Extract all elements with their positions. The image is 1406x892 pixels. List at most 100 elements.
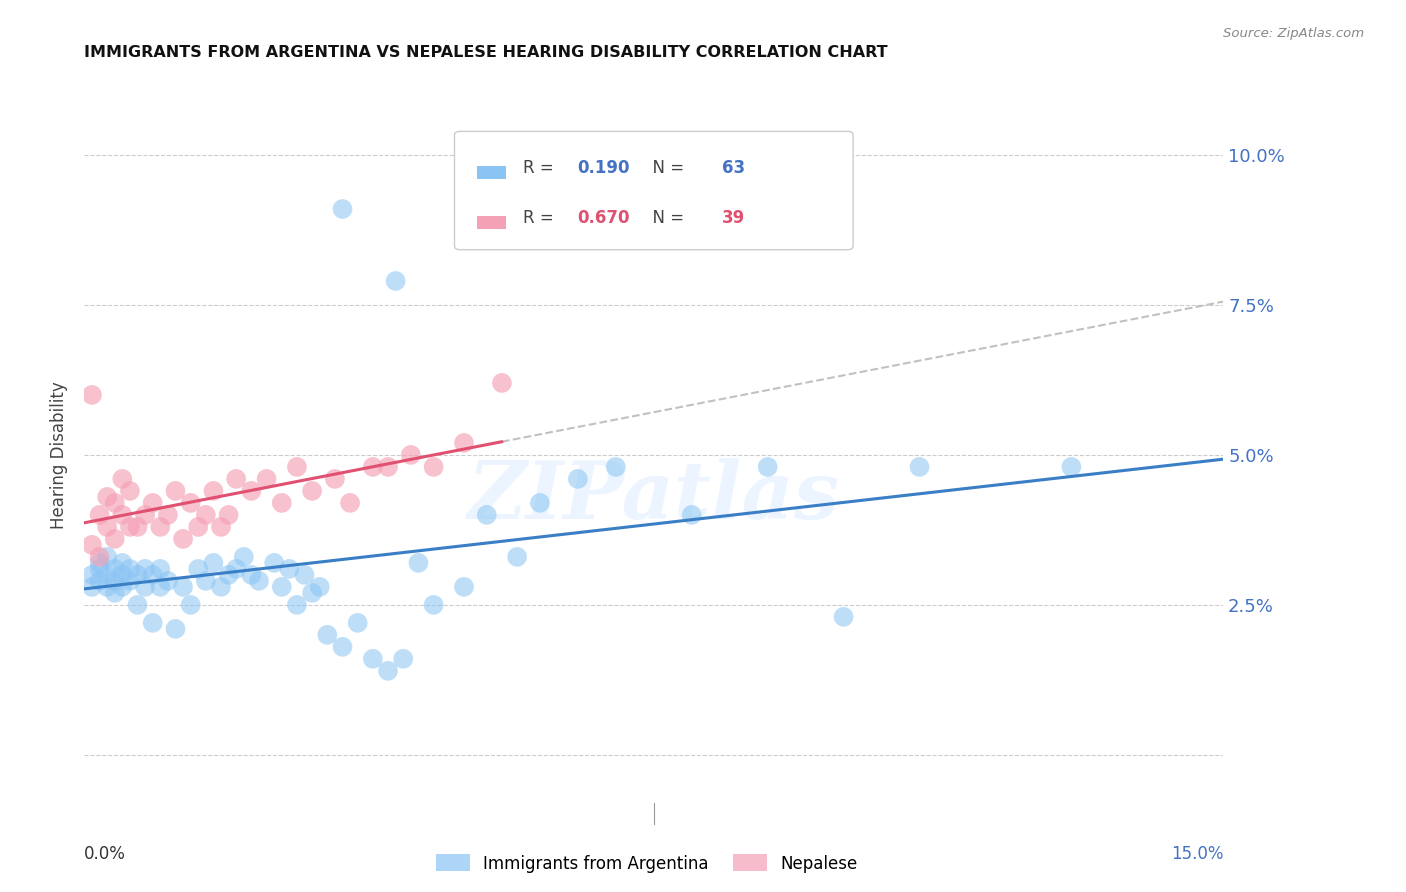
- Text: N =: N =: [643, 210, 690, 227]
- Point: [361, 459, 384, 474]
- Point: [908, 459, 931, 474]
- Point: [209, 520, 232, 534]
- Point: [180, 496, 202, 510]
- Point: [301, 586, 323, 600]
- Point: [180, 598, 202, 612]
- Point: [89, 549, 111, 564]
- Point: [422, 459, 444, 474]
- Point: [104, 532, 127, 546]
- Point: [475, 508, 498, 522]
- Point: [278, 562, 301, 576]
- Point: [156, 508, 179, 522]
- Point: [80, 538, 103, 552]
- Point: [111, 580, 134, 594]
- Text: R =: R =: [523, 159, 558, 178]
- Point: [361, 652, 384, 666]
- Point: [491, 376, 513, 390]
- Point: [104, 496, 127, 510]
- Point: [118, 574, 141, 588]
- Point: [316, 628, 339, 642]
- Point: [422, 598, 444, 612]
- Text: Source: ZipAtlas.com: Source: ZipAtlas.com: [1223, 27, 1364, 40]
- Text: 15.0%: 15.0%: [1171, 845, 1223, 863]
- Point: [111, 556, 134, 570]
- Point: [104, 562, 127, 576]
- Point: [285, 598, 308, 612]
- Text: IMMIGRANTS FROM ARGENTINA VS NEPALESE HEARING DISABILITY CORRELATION CHART: IMMIGRANTS FROM ARGENTINA VS NEPALESE HE…: [84, 45, 889, 60]
- Point: [247, 574, 270, 588]
- Text: N =: N =: [643, 159, 690, 178]
- Point: [187, 562, 209, 576]
- Point: [506, 549, 529, 564]
- Point: [165, 622, 187, 636]
- Point: [134, 562, 156, 576]
- Point: [89, 574, 111, 588]
- Point: [756, 459, 779, 474]
- Point: [332, 640, 354, 654]
- Point: [346, 615, 368, 630]
- Point: [111, 472, 134, 486]
- Text: 0.670: 0.670: [578, 210, 630, 227]
- Point: [240, 567, 263, 582]
- Point: [218, 567, 240, 582]
- Point: [202, 483, 225, 498]
- Point: [104, 586, 127, 600]
- Point: [80, 567, 103, 582]
- Point: [225, 472, 247, 486]
- Point: [118, 520, 141, 534]
- Point: [165, 483, 187, 498]
- Text: 0.0%: 0.0%: [84, 845, 127, 863]
- Point: [225, 562, 247, 576]
- Point: [1060, 459, 1083, 474]
- Point: [194, 508, 217, 522]
- Point: [194, 574, 217, 588]
- Point: [149, 580, 172, 594]
- Point: [96, 567, 118, 582]
- Y-axis label: Hearing Disability: Hearing Disability: [51, 381, 69, 529]
- Point: [96, 520, 118, 534]
- Point: [529, 496, 551, 510]
- Point: [142, 615, 165, 630]
- Text: R =: R =: [523, 210, 558, 227]
- Point: [134, 508, 156, 522]
- Point: [567, 472, 589, 486]
- Point: [323, 472, 346, 486]
- Point: [285, 459, 308, 474]
- Point: [270, 580, 292, 594]
- Point: [605, 459, 627, 474]
- Point: [332, 202, 354, 216]
- Bar: [477, 217, 506, 228]
- Point: [308, 580, 330, 594]
- Point: [118, 562, 141, 576]
- Text: 63: 63: [723, 159, 745, 178]
- Point: [301, 483, 323, 498]
- Point: [256, 472, 278, 486]
- Point: [127, 520, 149, 534]
- Point: [96, 549, 118, 564]
- Point: [156, 574, 179, 588]
- Point: [142, 496, 165, 510]
- Point: [80, 580, 103, 594]
- Point: [209, 580, 232, 594]
- Text: ZIPatlas: ZIPatlas: [468, 458, 839, 535]
- Point: [218, 508, 240, 522]
- Point: [111, 508, 134, 522]
- Point: [187, 520, 209, 534]
- FancyBboxPatch shape: [454, 131, 853, 250]
- Point: [149, 520, 172, 534]
- Point: [832, 610, 855, 624]
- Point: [89, 556, 111, 570]
- Point: [111, 567, 134, 582]
- Point: [392, 652, 415, 666]
- Bar: [477, 167, 506, 178]
- Point: [408, 556, 430, 570]
- Point: [89, 562, 111, 576]
- Text: 0.190: 0.190: [578, 159, 630, 178]
- Point: [80, 388, 103, 402]
- Point: [240, 483, 263, 498]
- Point: [96, 580, 118, 594]
- Point: [270, 496, 292, 510]
- Point: [681, 508, 703, 522]
- Point: [339, 496, 361, 510]
- Point: [172, 580, 194, 594]
